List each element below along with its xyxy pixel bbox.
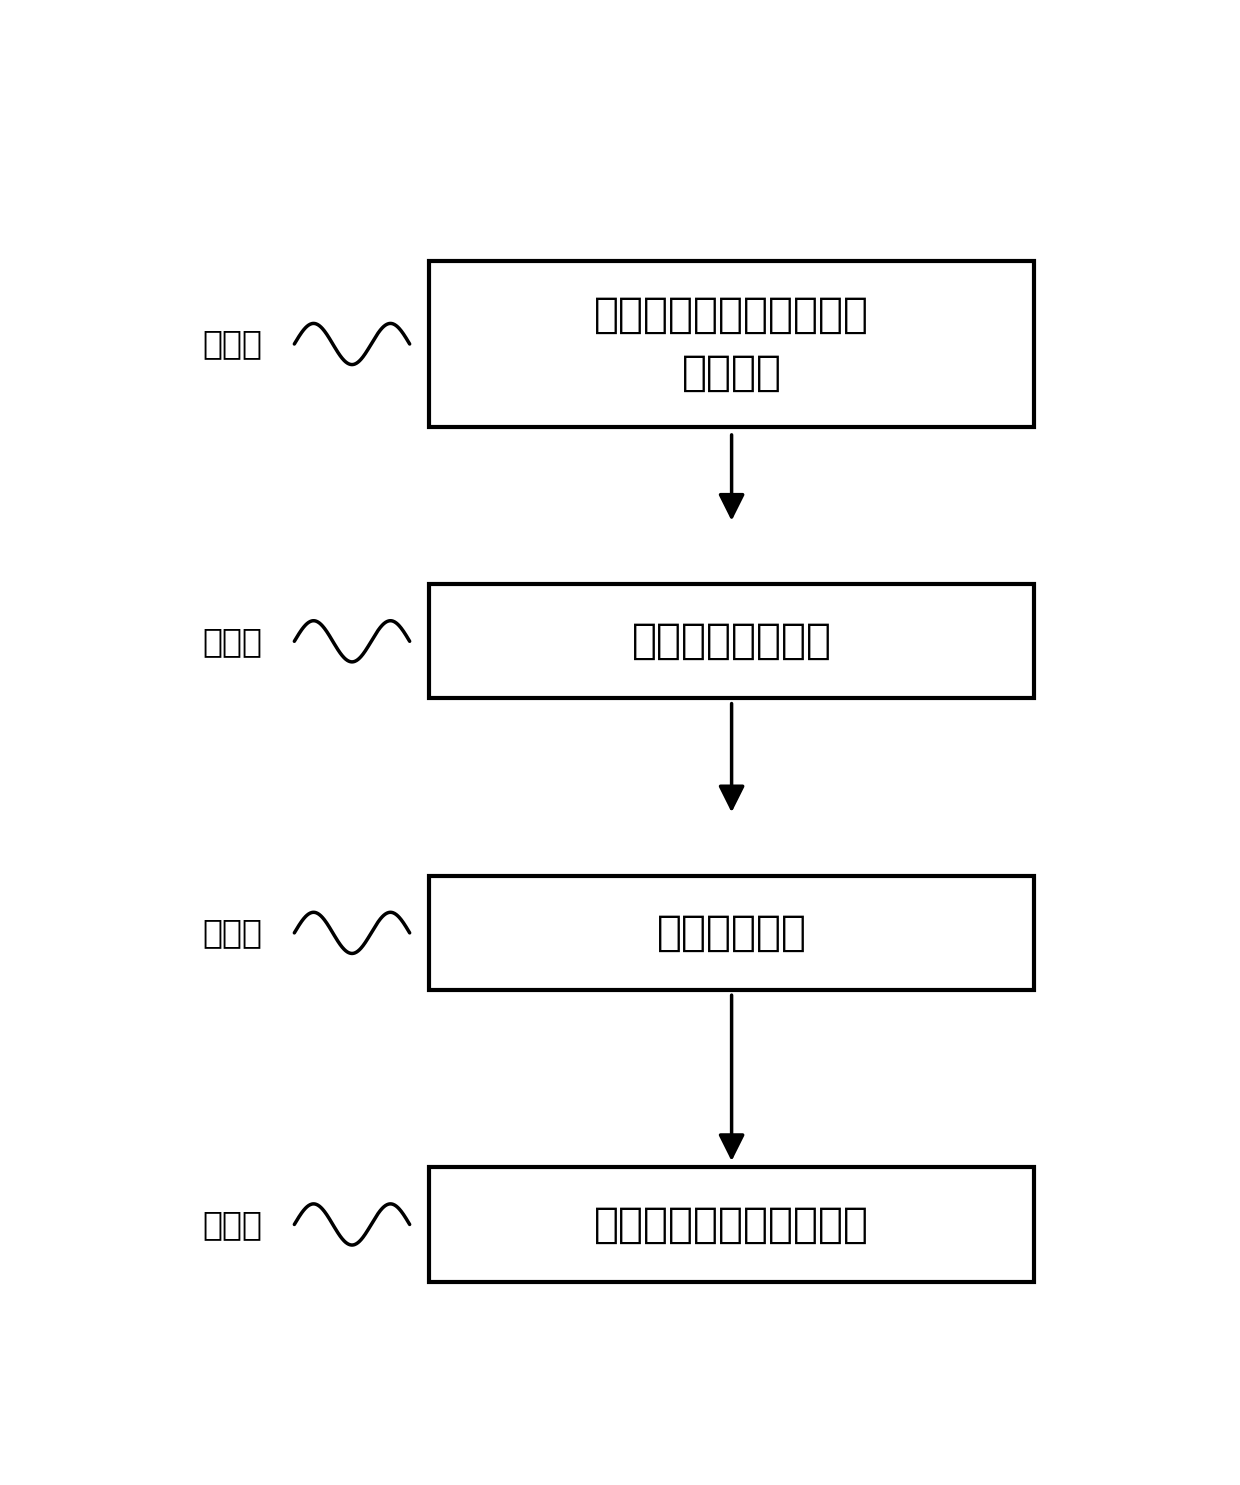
Text: 建立轨道摄动模型: 建立轨道摄动模型: [631, 621, 832, 662]
Text: 步骤一: 步骤一: [202, 328, 262, 361]
Bar: [429, 261, 1034, 426]
Text: 步骤三: 步骤三: [202, 916, 262, 949]
Text: 预报陨落时间和落点位置: 预报陨落时间和落点位置: [594, 1203, 869, 1246]
Text: 计算弹道系数: 计算弹道系数: [657, 912, 806, 953]
Text: 解析编目根数系列作为实
测轨道值: 解析编目根数系列作为实 测轨道值: [594, 294, 869, 394]
Bar: [429, 584, 1034, 698]
Text: 步骤四: 步骤四: [202, 1207, 262, 1241]
Text: 步骤二: 步骤二: [202, 625, 262, 658]
Bar: [429, 876, 1034, 990]
Bar: [429, 1167, 1034, 1282]
